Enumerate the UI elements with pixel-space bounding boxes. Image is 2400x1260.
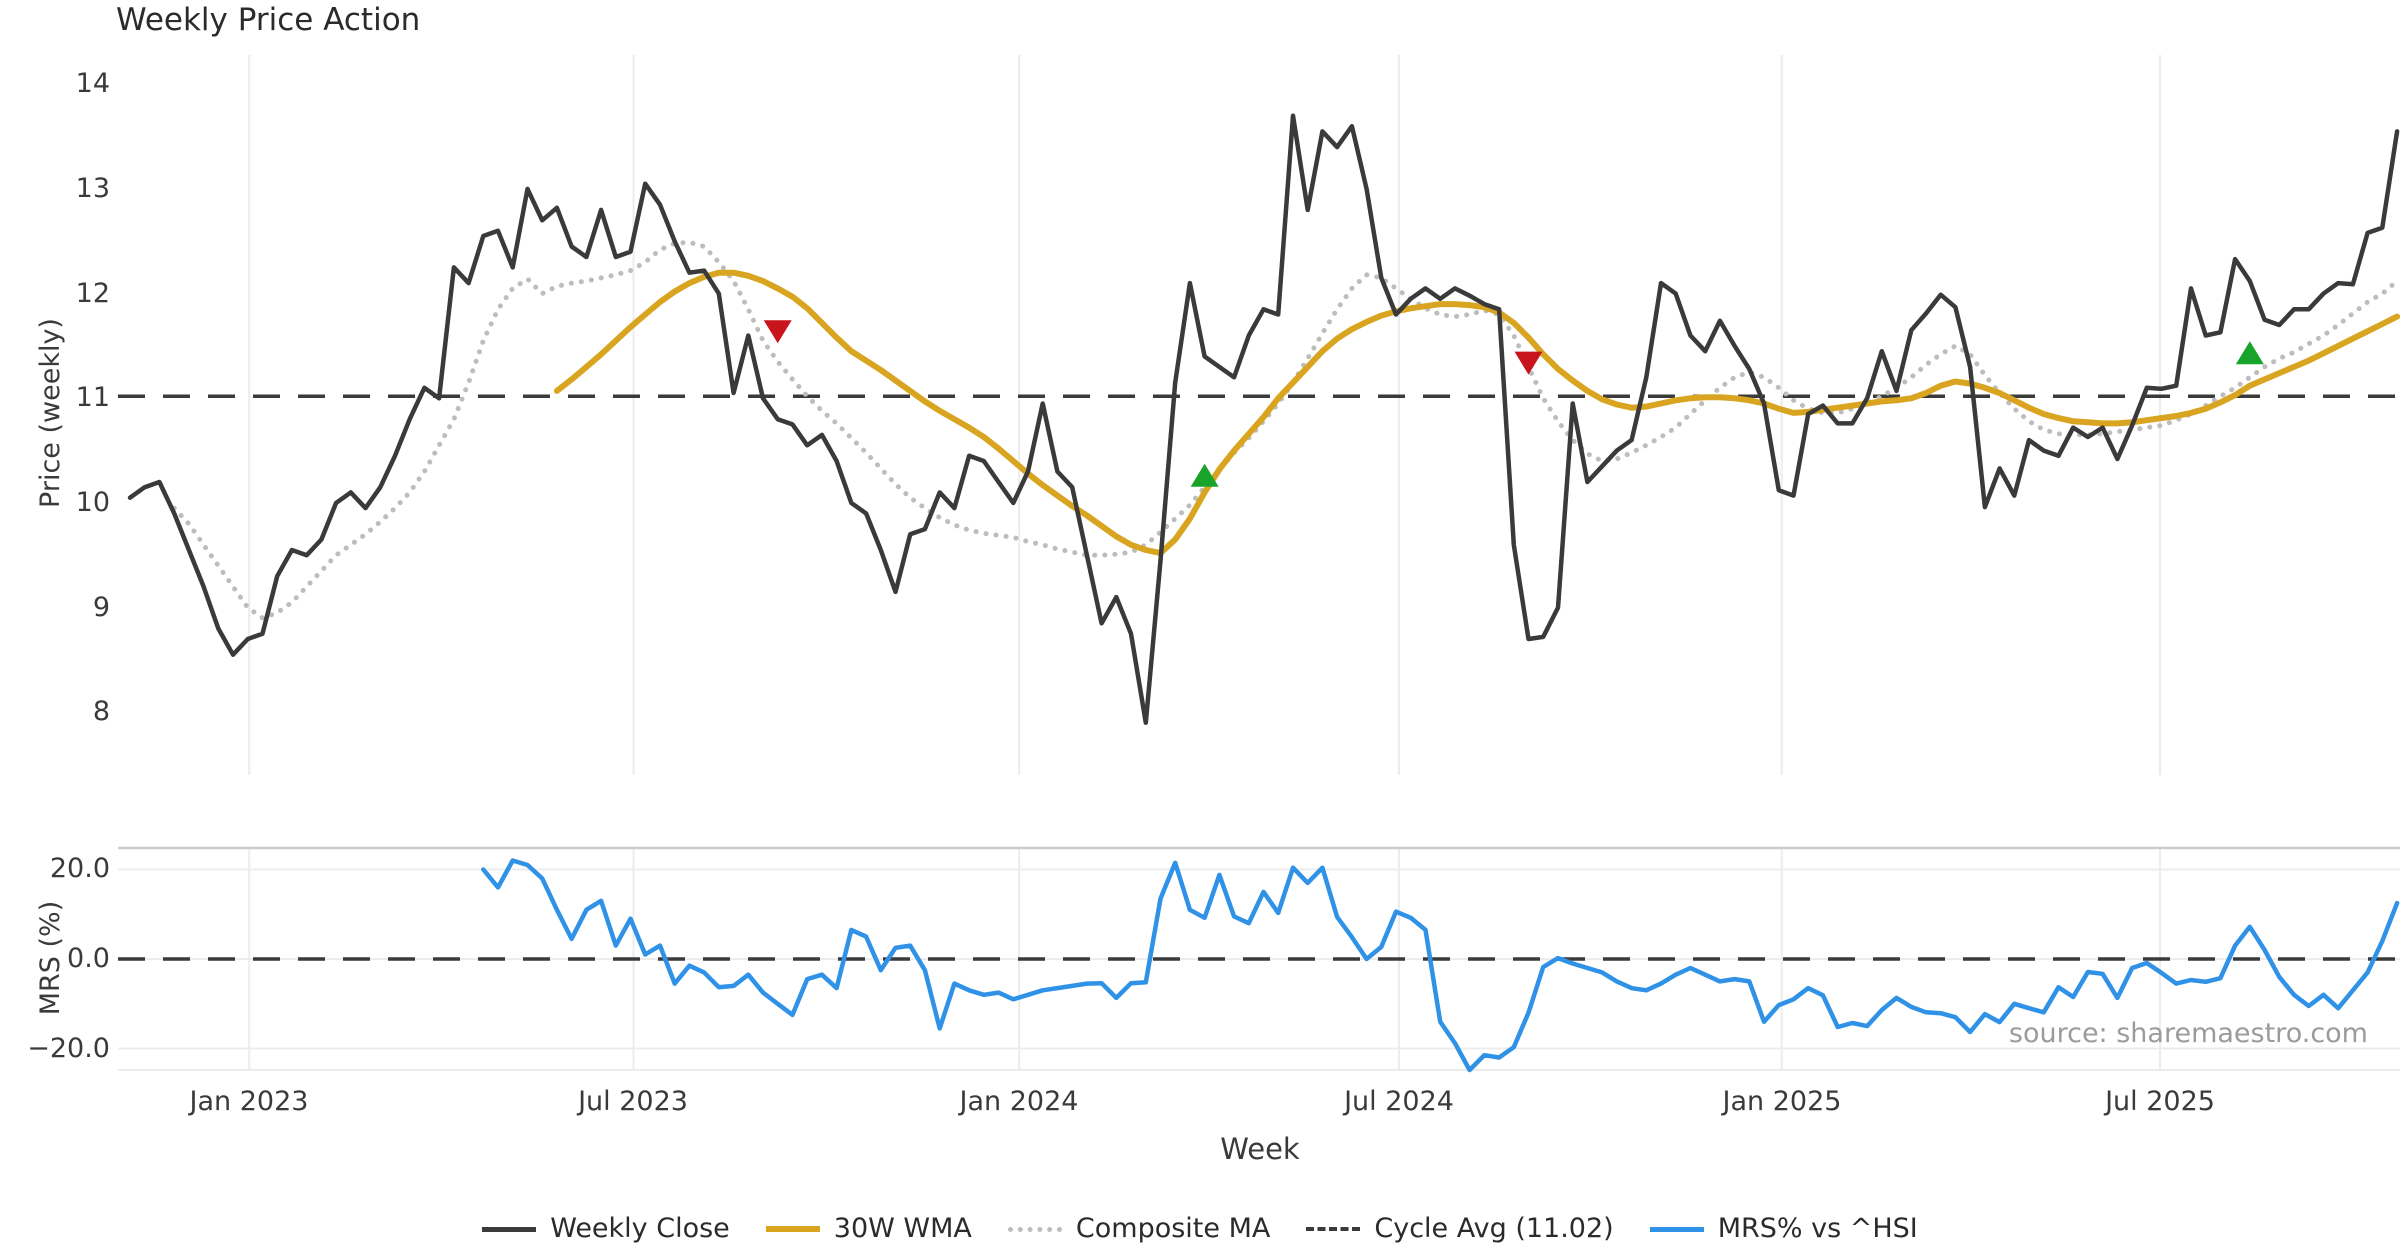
buy-signal-marker (2235, 341, 2264, 365)
x-tick-label: Jul 2024 (1344, 1086, 1454, 1117)
legend-label: MRS% vs ^HSI (1717, 1213, 1918, 1244)
mrs-line (481, 858, 2400, 1073)
x-tick-label: Jul 2025 (2105, 1086, 2215, 1117)
legend-item-weekly-close: Weekly Close (482, 1212, 730, 1246)
price-y-tick: 9 (92, 592, 110, 623)
wma-line (553, 269, 2400, 557)
legend-swatch-icon (765, 1226, 820, 1232)
legend-label: Cycle Avg (11.02) (1374, 1213, 1614, 1244)
legend-label: 30W WMA (833, 1213, 972, 1244)
buy-signal-marker (1190, 463, 1219, 487)
legend-swatch-icon (1007, 1226, 1062, 1232)
x-tick-label: Jan 2023 (189, 1086, 309, 1117)
mrs-y-tick: 0.0 (67, 943, 110, 974)
x-axis-label: Week (1220, 1132, 1300, 1166)
legend-item-mrs-vs-hsi: MRS% vs ^HSI (1649, 1212, 1918, 1246)
x-tick-label: Jan 2025 (1722, 1086, 1842, 1117)
sell-signal-marker (763, 320, 792, 344)
chart-title: Weekly Price Action (116, 2, 421, 38)
price-y-tick: 8 (92, 696, 110, 727)
legend-label: Weekly Close (550, 1213, 730, 1244)
mrs-y-tick: 20.0 (49, 853, 110, 884)
legend-swatch-icon (482, 1226, 537, 1232)
legend: Weekly Close 30W WMA Composite MA Cycle Avg… (0, 1212, 2400, 1246)
legend-swatch-icon (1649, 1226, 1704, 1232)
legend-swatch-icon (1306, 1227, 1361, 1231)
x-tick-label: Jul 2023 (578, 1086, 688, 1117)
sell-signal-marker (1514, 351, 1543, 375)
legend-label: Composite MA (1075, 1213, 1271, 1244)
source-watermark: source: sharemaestro.com (2008, 1018, 2368, 1049)
legend-item-cycle-avg-11-02: Cycle Avg (11.02) (1306, 1212, 1614, 1246)
price-y-tick: 13 (75, 173, 110, 204)
price-y-tick: 12 (75, 278, 110, 309)
x-tick-label: Jan 2024 (959, 1086, 1079, 1117)
legend-item-30w-wma: 30W WMA (765, 1212, 972, 1246)
composite-ma-line (171, 239, 2400, 621)
mrs-y-tick: −20.0 (27, 1033, 110, 1064)
price-y-tick: 11 (75, 382, 110, 413)
price-y-tick: 10 (75, 487, 110, 518)
price-y-tick: 14 (75, 68, 110, 99)
legend-item-composite-ma: Composite MA (1007, 1212, 1271, 1246)
weekly-close-line (127, 113, 2400, 725)
